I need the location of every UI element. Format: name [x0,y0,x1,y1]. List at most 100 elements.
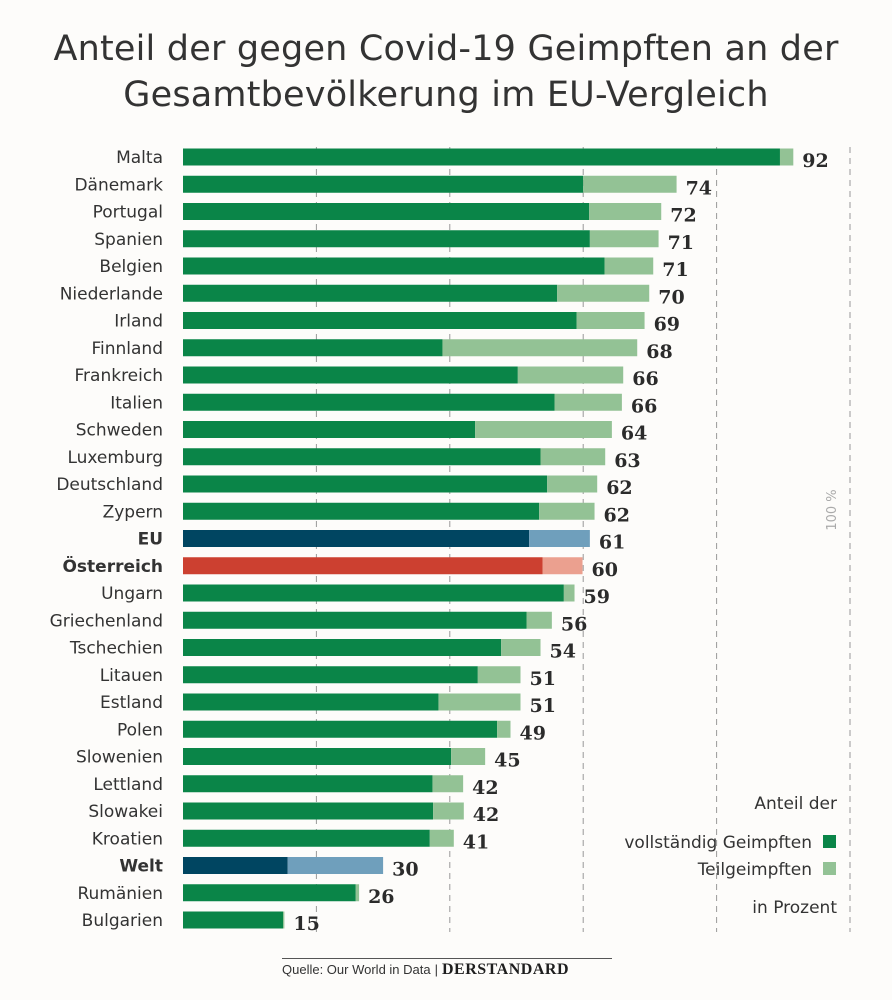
legend-swatch-partial [823,862,836,875]
value-label-rumaenien: 26 [368,886,394,908]
bar-partial-daenemark [583,175,677,193]
bar-partial-schweden [475,421,612,438]
bar-partial-slowenien [451,748,486,765]
bar-partial-eu [529,530,590,547]
category-label-slowenien: Slowenien [76,748,163,768]
bar-partial-ungarn [563,584,575,602]
bar-full-rumaenien [183,884,356,902]
value-label-deutschland: 62 [606,477,632,499]
bar-full-litauen [183,666,478,684]
legend-title: Anteil der [754,794,837,814]
bar-full-tschechien [183,639,502,656]
bar-full-daenemark [183,175,584,193]
bar-full-portugal [183,203,590,220]
bar-full-griechenland [183,611,527,629]
bar-partial-zypern [539,502,595,520]
value-label-litauen: 51 [530,668,556,690]
bar-full-slowakei [183,802,434,820]
category-label-slowakei: Slowakei [88,802,163,822]
bar-full-estland [183,693,439,711]
category-label-estland: Estland [100,693,163,713]
bar-partial-tschechien [501,639,541,656]
bar-full-frankreich [183,366,518,384]
bar-partial-malta [779,148,794,166]
category-label-daenemark: Dänemark [74,175,163,195]
value-label-oesterreich: 60 [592,559,618,581]
category-label-deutschland: Deutschland [56,475,163,495]
value-label-ungarn: 59 [584,586,610,608]
category-label-oesterreich: Österreich [62,555,163,577]
category-label-schweden: Schweden [76,421,163,441]
bar-full-spanien [183,230,590,248]
value-label-schweden: 64 [621,423,647,445]
bar-full-schweden [183,421,476,438]
category-label-portugal: Portugal [93,203,163,223]
bar-full-malta [183,148,780,166]
category-label-niederlande: Niederlande [60,284,163,304]
gridline-100-label: 100 % [825,489,840,530]
value-label-kroatien: 41 [463,831,489,853]
value-label-frankreich: 66 [632,368,658,390]
category-label-finnland: Finnland [91,339,163,359]
category-label-bulgarien: Bulgarien [82,911,163,931]
bar-partial-irland [576,312,645,329]
value-label-zypern: 62 [604,504,630,526]
category-label-lettland: Lettland [93,775,163,795]
bar-partial-frankreich [517,366,624,384]
category-label-polen: Polen [117,720,163,740]
bar-partial-rumaenien [355,884,360,902]
value-label-spanien: 71 [668,232,694,254]
bar-full-bulgarien [183,911,284,929]
category-label-malta: Malta [116,148,163,168]
bar-full-finnland [183,339,443,357]
value-label-portugal: 72 [670,205,696,227]
category-label-spanien: Spanien [94,230,163,250]
bar-partial-polen [497,720,511,738]
bar-partial-deutschland [547,475,598,493]
chart-title: Anteil der gegen Covid-19 Geimpften an d… [0,26,892,118]
value-label-lettland: 42 [472,777,498,799]
category-label-frankreich: Frankreich [75,366,164,386]
value-label-finnland: 68 [646,341,672,363]
bar-partial-lettland [432,775,464,793]
bar-partial-belgien [604,257,654,275]
bar-full-polen [183,720,498,738]
category-label-welt: Welt [119,857,163,877]
source-separator: | [434,962,438,977]
chart-title-line-2: Gesamtbevölkerung im EU-Vergleich [123,75,769,115]
source-label: Quelle: Our World in Data [282,962,431,977]
value-label-tschechien: 54 [550,641,576,663]
category-label-luxemburg: Luxemburg [67,448,163,468]
bar-partial-estland [438,693,521,711]
category-label-belgien: Belgien [99,257,163,277]
value-label-daenemark: 74 [686,177,712,199]
bar-full-deutschland [183,475,548,493]
category-label-tschechien: Tschechien [69,639,163,659]
bar-partial-slowakei [433,802,464,820]
bar-partial-portugal [589,203,662,220]
bar-partial-litauen [477,666,521,684]
legend-label-full: vollständig Geimpften [624,833,812,853]
bar-partial-bulgarien [283,911,285,929]
bar-partial-niederlande [557,284,650,302]
bar-full-niederlande [183,284,558,302]
bar-full-welt [183,857,288,874]
value-label-irland: 69 [654,314,680,336]
category-label-griechenland: Griechenland [50,611,163,631]
bar-full-oesterreich [183,557,543,575]
value-label-estland: 51 [530,695,556,717]
bar-partial-spanien [589,230,659,248]
category-label-kroatien: Kroatien [92,829,163,849]
brand-logo: DERSTANDARD [442,961,569,978]
bar-full-slowenien [183,748,452,765]
category-label-rumaenien: Rumänien [77,884,163,904]
bar-full-ungarn [183,584,564,602]
bar-full-lettland [183,775,433,793]
value-label-malta: 92 [802,150,828,172]
source-footer: Quelle: Our World in Data | DERSTANDARD [282,958,612,979]
value-label-welt: 30 [392,859,418,881]
value-label-niederlande: 70 [658,286,684,308]
legend-label-partial: Teilgeimpften [697,860,812,880]
category-label-litauen: Litauen [100,666,163,686]
value-label-belgien: 71 [662,259,688,281]
